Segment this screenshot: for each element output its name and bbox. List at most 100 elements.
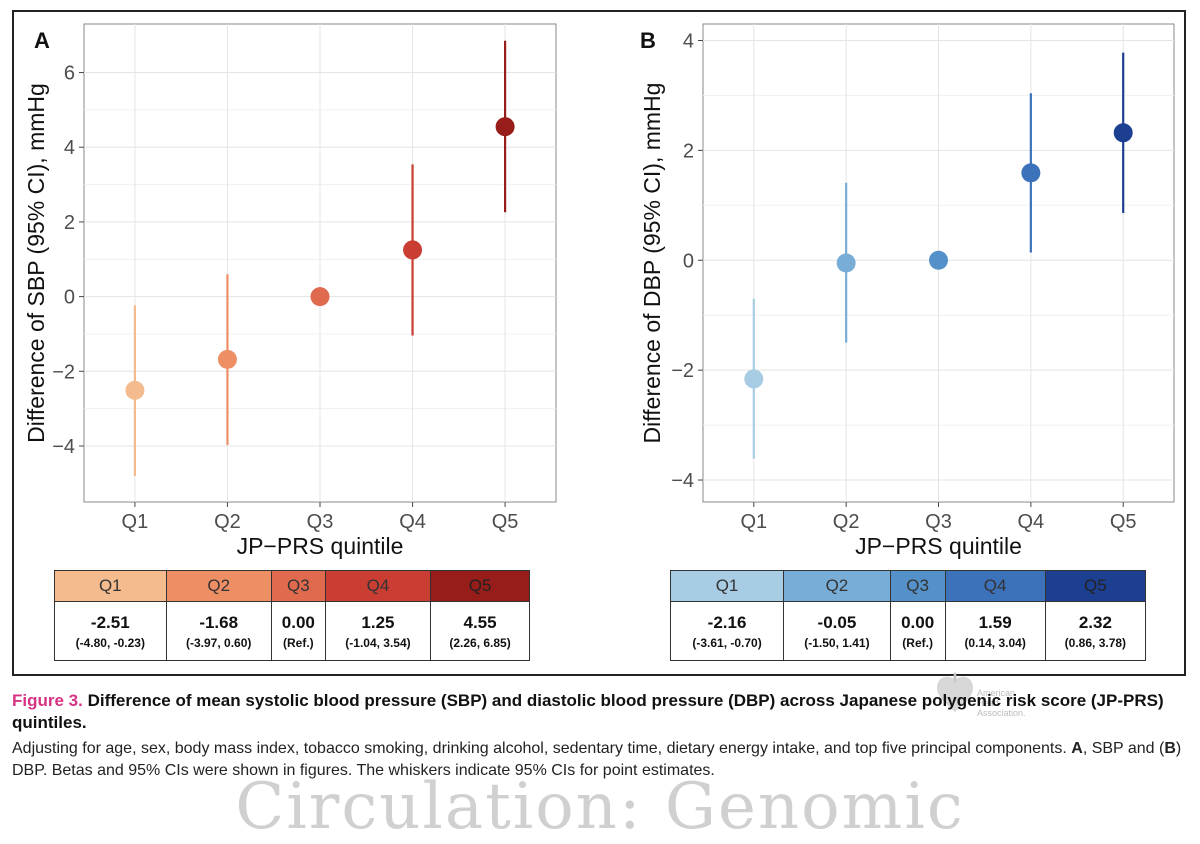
table-value-row: -2.51 (-4.80, -0.23) -1.68 (-3.97, 0.60) 0… [54,601,530,661]
y-tick-label: 2 [64,212,75,234]
caption-text: ) DBP. Betas and 95% CIs were shown in f… [12,740,1182,779]
estimate-value: 4.55 [463,612,497,632]
x-tick-label: Q4 [399,511,426,533]
logo-line-3: Association. [977,708,1026,718]
figure-frame [12,10,1186,676]
caption-title: Figure 3. Difference of mean systolic bl… [12,690,1182,734]
journal-watermark: Circulation: Genomic [235,770,965,844]
x-tick-label: Q3 [925,511,952,533]
x-tick-label: Q1 [122,511,149,533]
table-header-q4: Q4 [324,570,432,602]
y-tick-label: 0 [64,287,75,309]
y-tick-label: 6 [64,63,75,85]
caption-panel-a-ref: A [1071,740,1083,757]
table-cell: 0.00 (Ref.) [270,601,326,661]
y-axis-title: Difference of SBP (95% CI), mmHg [23,83,49,443]
ci-value: (-1.50, 1.41) [804,635,870,650]
estimate-value: 0.00 [281,612,315,632]
x-tick-label: Q2 [833,511,860,533]
table-header-q4: Q4 [944,570,1046,602]
table-cell: 0.00 (Ref.) [889,601,946,661]
table-cell: -0.05 (-1.50, 1.41) [783,601,891,661]
ci-value: (-4.80, -0.23) [75,635,145,650]
estimate-value: -2.51 [90,612,130,632]
data-point [217,349,237,369]
table-header-q5: Q5 [430,570,530,602]
estimate-value: 1.25 [361,612,395,632]
table-cell: -1.68 (-3.97, 0.60) [165,601,272,661]
data-point [125,380,145,400]
x-tick-label: Q5 [1110,511,1137,533]
table-cell: -2.16 (-3.61, -0.70) [669,601,785,661]
y-tick-label: 0 [683,250,694,272]
data-point [403,240,423,260]
caption-body: Adjusting for age, sex, body mass index,… [12,738,1182,782]
table-cell: 1.25 (-1.04, 3.54) [324,601,432,661]
ci-value: (-3.61, -0.70) [692,635,762,650]
panel-b-chart: −4 −2 0 2 4 Q1 Q2 Q3 Q4 Q5 JP−PRS quintile Differen… [639,23,1175,559]
table-value-row: -2.16 (-3.61, -0.70) -0.05 (-1.50, 1.41) 0… [669,601,1147,661]
ci-value: (0.86, 3.78) [1064,635,1127,650]
ci-value: (Ref.) [902,635,933,650]
data-point [929,250,948,270]
table-header-row: Q1 Q2 Q3 Q4 Q5 [669,570,1147,602]
y-tick-label: 2 [683,140,694,162]
data-point [744,369,764,389]
caption-text: , SBP and ( [1082,740,1165,757]
x-tick-label: Q2 [214,511,241,533]
table-header-q2: Q2 [165,570,272,602]
table-header-q5: Q5 [1044,570,1147,602]
y-tick-label: −4 [671,470,694,492]
x-tick-label: Q4 [1018,511,1045,533]
y-tick-label: 4 [64,137,75,159]
y-tick-label: 4 [683,30,694,52]
y-tick-label: −2 [52,361,75,383]
logo-line-1: American [977,688,1015,698]
table-header-q1: Q1 [669,570,785,602]
caption-panel-b-ref: B [1164,740,1176,757]
logo-line-2: Heart [977,698,1000,708]
x-tick-label: Q5 [492,511,519,533]
estimate-value: 2.32 [1078,612,1112,632]
figure-label: Figure 3. [12,691,83,710]
estimate-value: 1.59 [978,612,1012,632]
table-header-q3: Q3 [889,570,946,602]
data-point [1113,123,1133,143]
data-point [310,287,330,307]
panel-label: B [640,28,656,53]
estimate-value: -0.05 [817,612,857,632]
data-point [495,117,515,137]
table-header-q3: Q3 [270,570,326,602]
data-point [836,253,856,273]
estimate-value: -1.68 [199,612,239,632]
y-axis-title: Difference of DBP (95% CI), mmHg [639,83,665,444]
figure-caption: Figure 3. Difference of mean systolic bl… [12,690,1182,782]
table-header-q1: Q1 [54,570,167,602]
table-header-q2: Q2 [783,570,891,602]
panel-a-chart: −4 −2 0 2 4 6 Q1 Q2 Q3 Q4 Q5 JP−PRS quintile Differe… [23,23,557,559]
ci-value: (-1.04, 3.54) [345,635,411,650]
ci-value: (-3.97, 0.60) [186,635,252,650]
table-header-row: Q1 Q2 Q3 Q4 Q5 [54,570,530,602]
y-tick-label: −2 [671,360,694,382]
x-axis-title: JP−PRS quintile [855,533,1022,559]
caption-title-text: Difference of mean systolic blood pressu… [12,691,1164,732]
y-tick-label: −4 [52,436,75,458]
panel-a-estimates-table: Q1 Q2 Q3 Q4 Q5 -2.51 (-4.80, -0.23) -1.68… [54,570,530,661]
panel-label: A [34,28,50,53]
x-tick-label: Q1 [740,511,767,533]
ci-value: (Ref.) [283,635,314,650]
ci-value: (2.26, 6.85) [449,635,511,650]
table-cell: 2.32 (0.86, 3.78) [1044,601,1147,661]
table-cell: 1.59 (0.14, 3.04) [944,601,1046,661]
x-axis-title: JP−PRS quintile [237,533,404,559]
estimate-value: 0.00 [901,612,935,632]
american-heart-association-logo: American Heart Association. [937,672,1026,718]
ci-value: (0.14, 3.04) [964,635,1026,650]
heart-torch-icon [937,676,973,712]
data-point [1021,163,1041,183]
table-cell: -2.51 (-4.80, -0.23) [54,601,167,661]
caption-text: Adjusting for age, sex, body mass index,… [12,740,1072,757]
estimate-value: -2.16 [707,612,747,632]
table-cell: 4.55 (2.26, 6.85) [430,601,530,661]
